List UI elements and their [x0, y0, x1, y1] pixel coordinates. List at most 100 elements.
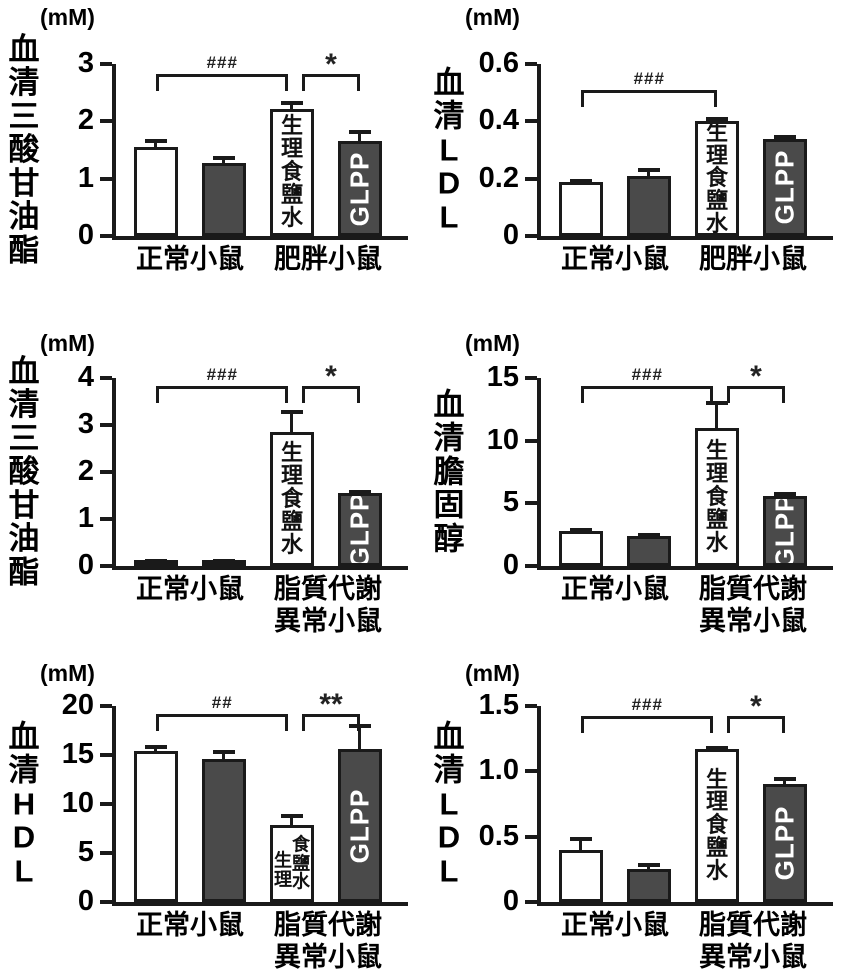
bracket-end	[357, 76, 360, 91]
error-bar-stem	[154, 746, 157, 754]
significance-label: *	[325, 360, 337, 393]
y-tick-mark	[525, 438, 537, 443]
unit-label: (mM)	[465, 660, 520, 686]
inner-label-char: 生	[274, 850, 292, 871]
y-tick-label: 0	[502, 885, 519, 917]
bar	[627, 535, 671, 566]
group-label: 正常小鼠	[136, 244, 244, 276]
group-label-line: 肥胖小鼠	[274, 244, 382, 274]
bar: GLPP	[338, 749, 382, 902]
title-char: L	[439, 199, 459, 235]
inner-label-char: 生	[705, 437, 729, 463]
inner-label-char: 生	[705, 766, 729, 792]
error-bar-cap	[774, 135, 796, 140]
y-tick-mark	[100, 753, 112, 757]
bracket-end	[782, 388, 785, 403]
inner-label-char: 鹽	[705, 506, 729, 532]
y-tick-mark	[525, 769, 537, 774]
title-char: 酸	[8, 132, 40, 168]
group-label-line: 脂質代謝	[274, 910, 382, 940]
title-char: 油	[8, 521, 40, 557]
title-char: H	[12, 786, 36, 822]
y-tick-label: 0.2	[478, 161, 519, 194]
y-tick-mark	[525, 900, 537, 904]
bar: 生理食鹽水	[270, 108, 314, 236]
group-label-line: 異常小鼠	[699, 605, 807, 636]
title-char: 清	[433, 98, 465, 134]
y-tick-mark	[525, 62, 537, 66]
error-bar-cap	[349, 129, 371, 134]
y-tick-label: 1	[77, 502, 94, 534]
y-tick-mark	[100, 802, 112, 806]
error-bar-stem	[358, 724, 361, 752]
y-tick-label: 0.6	[478, 47, 519, 79]
panel-serum-triglycerides-obese: 血清三酸甘油酯 (mM) 0 1 2 3 生理食鹽水 GLPP ### * 正常小鼠 肥胖小鼠	[0, 0, 425, 300]
bar	[559, 849, 603, 902]
bar	[202, 162, 246, 236]
significance-bracket: **	[302, 690, 360, 731]
group-label: 脂質代謝 異常小鼠	[699, 910, 807, 974]
bracket-end	[581, 718, 584, 733]
bar	[627, 175, 671, 236]
title-char: D	[12, 819, 36, 855]
bar-inner-label-saline: 生理食鹽水	[705, 124, 729, 233]
bar	[559, 181, 603, 236]
y-tick-label: 5	[77, 836, 94, 868]
y-tick-mark	[100, 176, 112, 181]
group-label: 脂質代謝 異常小鼠	[699, 574, 807, 638]
error-bar-stem	[783, 777, 786, 787]
y-tick-mark	[525, 564, 537, 568]
bar: 生理食鹽水	[270, 824, 314, 902]
error-bar-cap	[145, 745, 167, 750]
title-char: 血	[433, 719, 465, 755]
title-char: 三	[8, 420, 40, 456]
error-bar-cap	[774, 776, 796, 781]
inner-label-char: 理	[280, 136, 304, 162]
significance-bracket: *	[727, 692, 785, 733]
significance-bracket: *	[727, 362, 785, 403]
inner-label-char: 水	[705, 529, 729, 555]
bar: 生理食鹽水	[695, 428, 739, 566]
title-char: 清	[433, 752, 465, 788]
bracket-end	[710, 388, 713, 403]
y-tick-label: 3	[77, 408, 94, 440]
bar	[627, 869, 671, 902]
significance-bracket: ##	[156, 693, 288, 731]
group-label: 正常小鼠	[561, 574, 669, 606]
unit-label: (mM)	[40, 330, 95, 356]
inner-label-char: 水	[705, 857, 729, 883]
unit-label: (mM)	[40, 660, 95, 686]
bracket-end	[285, 76, 288, 91]
y-tick-label: 0	[77, 885, 94, 917]
significance-label: *	[750, 360, 762, 393]
significance-bracket: *	[302, 50, 360, 91]
bar: GLPP	[763, 784, 807, 902]
significance-bracket: ###	[581, 695, 713, 733]
y-tick-mark	[100, 423, 112, 427]
title-char: 血	[8, 353, 40, 389]
title-char: 膽	[433, 454, 465, 490]
bar: GLPP	[338, 141, 382, 236]
inner-label-char: 水	[292, 871, 310, 892]
significance-label: *	[325, 48, 337, 81]
inner-label-char: 理	[280, 462, 304, 488]
bar	[134, 560, 178, 566]
inner-label-char: 理	[705, 142, 729, 168]
inner-label-char: 食	[280, 485, 304, 511]
inner-label-char: 鹽	[705, 188, 729, 214]
y-tick-mark	[525, 501, 537, 506]
error-bar-cap	[570, 528, 592, 533]
significance-label: ###	[631, 365, 663, 384]
title-char: 三	[8, 98, 40, 134]
y-tick-label: 0.4	[478, 104, 519, 137]
y-tick-mark	[525, 376, 537, 380]
group-label: 正常小鼠	[136, 574, 244, 606]
title-char: 甘	[8, 487, 40, 523]
bracket-end	[156, 716, 159, 731]
error-bar-cap	[349, 490, 371, 495]
y-tick-label: 3	[77, 47, 94, 79]
bracket-end	[285, 716, 288, 731]
